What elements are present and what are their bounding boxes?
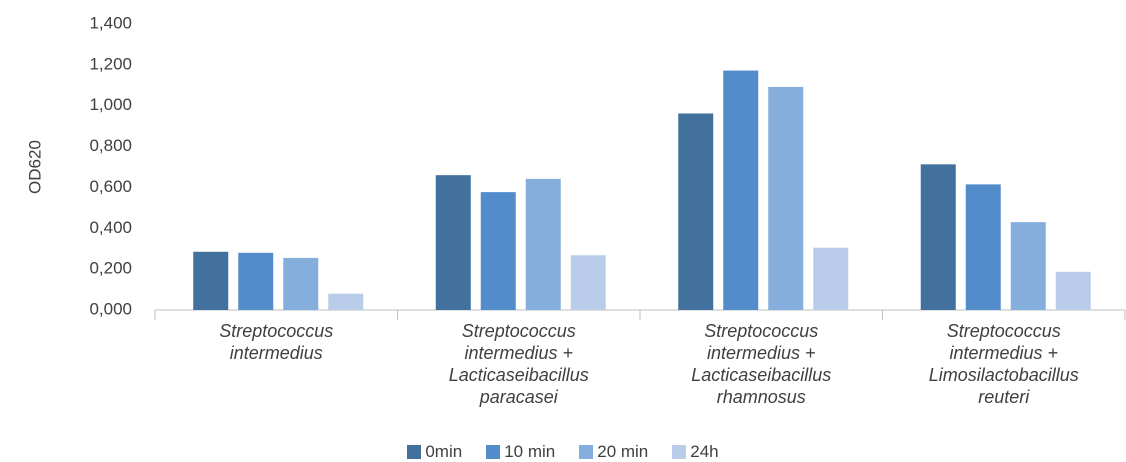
bar <box>813 247 849 310</box>
bar <box>678 113 714 310</box>
bar <box>723 70 759 310</box>
y-tick-label: 0,200 <box>89 259 132 278</box>
bar <box>1010 222 1046 310</box>
legend-item: 10 min <box>486 442 555 462</box>
legend-item: 0min <box>407 442 462 462</box>
legend-swatch <box>579 445 594 459</box>
bar <box>768 86 804 310</box>
bar <box>238 252 274 310</box>
bar <box>283 257 319 310</box>
bar <box>920 164 956 310</box>
bar <box>193 251 229 310</box>
y-tick-label: 0,800 <box>89 136 132 155</box>
legend-label: 10 min <box>504 442 556 461</box>
x-tick-label: Streptococcus intermedius + Lacticaseiba… <box>448 321 589 407</box>
x-tick-label: Streptococcus intermedius + Limosilactob… <box>928 321 1079 407</box>
bar <box>1055 271 1091 310</box>
y-tick-label: 0,600 <box>89 177 132 196</box>
legend-swatch <box>672 445 687 459</box>
y-tick-label: 0,400 <box>89 218 132 237</box>
legend-item: 24h <box>672 442 719 462</box>
bar <box>525 178 561 310</box>
legend: 0min 10 min 20 min 24h <box>0 442 1126 462</box>
bar <box>570 255 606 310</box>
legend-swatch <box>486 445 501 459</box>
legend-label: 24h <box>690 442 719 461</box>
legend-label: 0min <box>425 442 463 461</box>
bar <box>480 192 516 310</box>
bar <box>328 293 364 310</box>
legend-label: 20 min <box>597 442 649 461</box>
y-tick-label: 1,200 <box>89 54 132 73</box>
y-tick-label: 0,000 <box>89 299 132 318</box>
y-tick-label: 1,000 <box>89 95 132 114</box>
x-tick-label: Streptococcus intermedius + Lacticaseiba… <box>691 321 832 407</box>
bar <box>435 175 471 310</box>
x-tick-label: Streptococcus intermedius <box>219 321 334 363</box>
y-axis-label: OD620 <box>25 140 44 194</box>
y-tick-label: 1,400 <box>89 13 132 32</box>
bar <box>965 184 1001 310</box>
legend-swatch <box>407 445 422 459</box>
legend-item: 20 min <box>579 442 648 462</box>
